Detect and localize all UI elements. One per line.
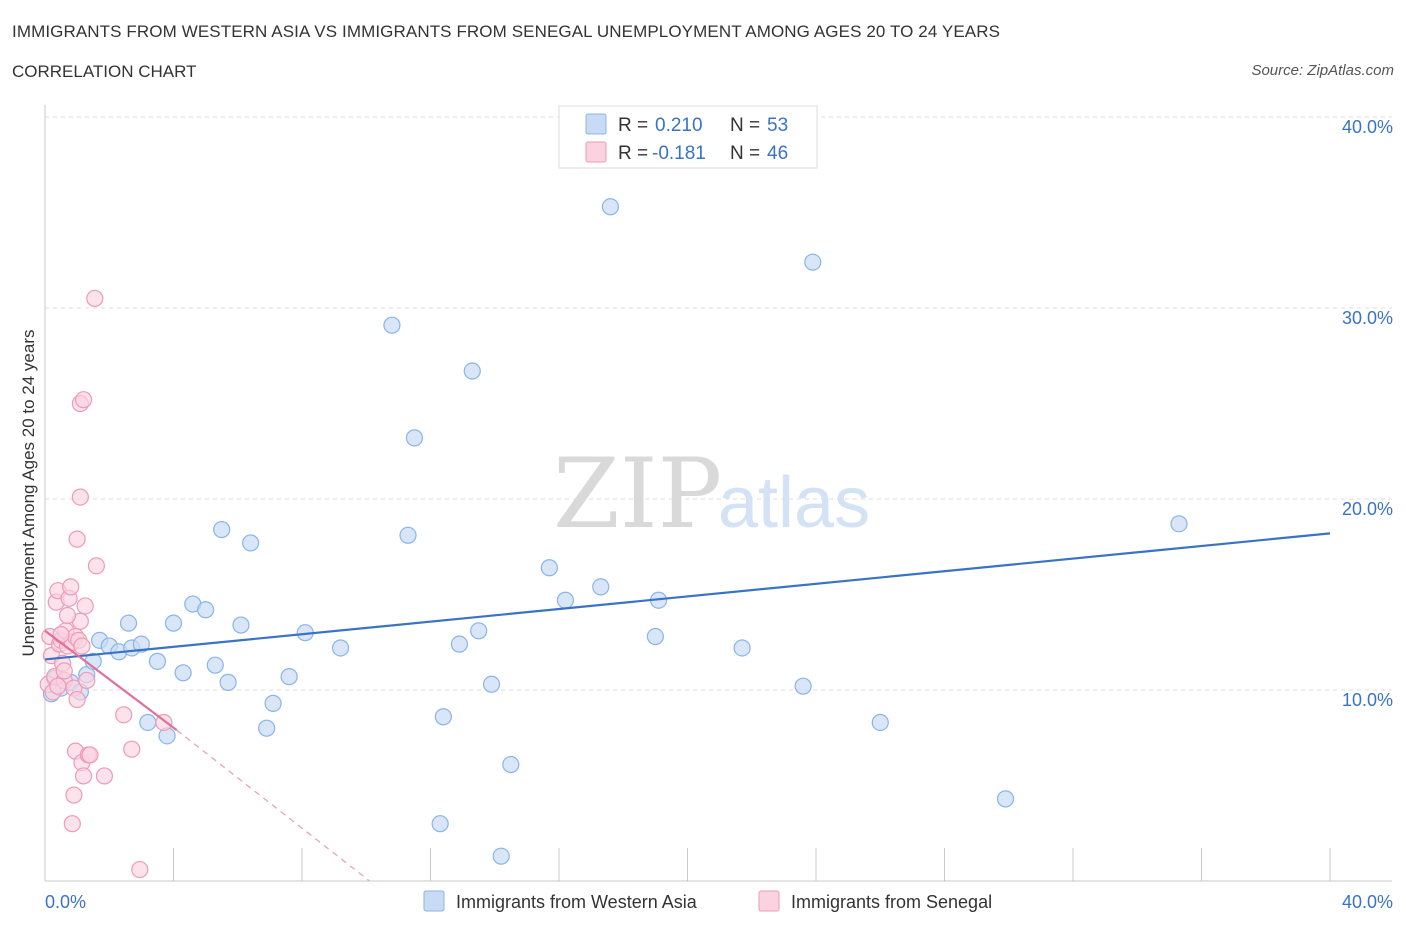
bottom-legend-senegal: Immigrants from Senegal [791,892,992,912]
point-western-asia-12 [139,713,157,732]
point-senegal-37 [95,767,114,785]
point-senegal-25 [68,530,86,548]
point-western-asia-15 [164,614,183,632]
point-senegal-45 [49,677,67,695]
point-senegal-21 [73,637,91,655]
point-western-asia-31 [405,429,424,447]
legend-swatch-western-asia [585,113,607,135]
point-senegal-29 [76,597,94,615]
point-senegal-26 [71,488,89,506]
legend-n-label-2: N = [730,143,760,164]
point-senegal-30 [78,671,96,690]
point-western-asia-51 [1170,515,1188,533]
legend-r-value-western-asia: 0.210 [655,115,703,136]
chart-subtitle: CORRELATION CHART [12,62,197,81]
point-western-asia-16 [174,664,192,682]
point-western-asia-20 [213,520,231,539]
legend-swatch-senegal [585,141,607,163]
series-western-asia [42,198,1188,865]
point-senegal-38 [115,706,133,724]
point-senegal-14 [62,578,80,596]
point-western-asia-37 [482,675,501,693]
source-label: Source: ZipAtlas.com [1251,62,1394,79]
point-senegal-34 [81,746,99,764]
watermark-atlas: atlas [718,463,870,543]
point-senegal-22 [63,815,81,833]
y-axis-label: Unemployment Among Ages 20 to 24 years [19,330,38,657]
point-western-asia-35 [463,362,481,380]
point-western-asia-22 [232,616,250,634]
point-western-asia-26 [280,668,298,686]
point-senegal-43 [55,662,73,680]
x-tick-label-min: 0.0% [45,892,86,912]
point-western-asia-38 [492,847,510,865]
point-western-asia-25 [264,694,282,712]
y-tick-label-30: 30.0% [1342,308,1393,328]
point-western-asia-41 [556,591,575,609]
point-western-asia-43 [601,198,620,216]
point-western-asia-40 [540,559,558,577]
point-western-asia-39 [502,755,520,774]
point-western-asia-36 [470,622,488,640]
bottom-legend-swatch-senegal [758,890,780,912]
bottom-legend: Immigrants from Western Asia Immigrants … [423,890,992,912]
y-tick-label-20: 20.0% [1342,499,1393,519]
trend-line-senegal-extension [176,729,370,882]
point-western-asia-18 [197,601,215,619]
legend-r-label-1: R = [618,115,648,136]
y-tick-label-10: 10.0% [1342,690,1393,710]
trend-line-western-asia [44,532,1331,661]
watermark: ZIP atlas [553,438,870,550]
point-senegal-42 [52,626,70,644]
point-senegal-44 [58,606,77,625]
point-western-asia-23 [242,534,260,552]
point-western-asia-13 [148,652,167,670]
legend-r-label-2: R = [618,143,648,164]
point-western-asia-34 [450,635,469,653]
legend-n-label-1: N = [730,115,760,136]
bottom-legend-swatch-western-asia [423,890,445,912]
point-western-asia-42 [592,578,610,596]
legend-n-value-western-asia: 53 [767,115,788,136]
point-western-asia-24 [258,719,276,737]
trend-lines [44,532,1331,882]
y-tick-label-40: 40.0% [1342,117,1393,137]
point-senegal-18 [68,690,86,709]
point-senegal-36 [87,557,106,575]
point-western-asia-32 [431,815,449,833]
point-western-asia-46 [733,639,751,657]
correlation-legend: R = 0.210 N = 53 R = -0.181 N = 46 [558,105,818,169]
point-western-asia-48 [804,253,822,271]
point-senegal-40 [131,860,149,879]
chart-title: IMMIGRANTS FROM WESTERN ASIA VS IMMIGRAN… [12,22,1001,41]
point-western-asia-44 [646,627,664,646]
point-western-asia-30 [399,526,417,544]
point-senegal-28 [74,767,93,785]
series-senegal [39,289,173,879]
point-western-asia-47 [794,677,812,695]
point-western-asia-19 [206,656,224,674]
point-western-asia-50 [996,790,1015,808]
point-senegal-39 [123,740,141,758]
bottom-legend-western-asia: Immigrants from Western Asia [456,892,698,912]
point-western-asia-33 [434,708,452,726]
trend-line-senegal [44,629,178,731]
legend-r-value-senegal: -0.181 [652,143,706,164]
axes [44,105,1392,882]
watermark-zip: ZIP [553,438,722,550]
point-western-asia-29 [383,316,401,334]
point-senegal-33 [74,391,93,409]
point-senegal-35 [86,289,104,308]
point-western-asia-11 [132,635,150,653]
point-western-asia-9 [119,614,138,632]
x-tick-label-max: 40.0% [1342,892,1393,912]
point-western-asia-28 [331,639,350,657]
grid [45,116,1392,691]
tick-labels: 10.0% 20.0% 30.0% 40.0% 0.0% 40.0% [45,117,1393,912]
point-western-asia-49 [871,713,889,732]
point-western-asia-21 [219,673,237,691]
point-senegal-23 [65,786,83,804]
legend-n-value-senegal: 46 [767,143,788,164]
